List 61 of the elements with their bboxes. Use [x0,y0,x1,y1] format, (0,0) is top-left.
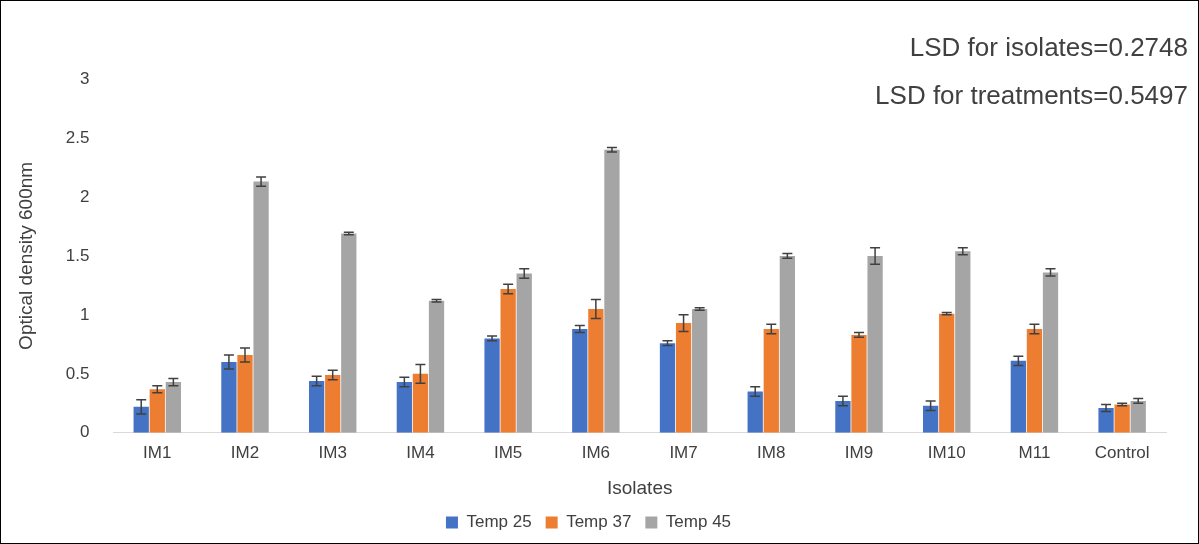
x-tick-label: IM6 [581,442,611,462]
bar [516,273,532,433]
annotation: LSD for treatments=0.5497 [875,80,1188,111]
bar [1130,400,1146,433]
bar [955,251,971,433]
bar [588,308,604,433]
bar [484,338,500,433]
bar [1010,360,1026,433]
y-axis-title: Optical density 600nm [14,161,36,350]
bar [309,380,325,433]
x-tick-label: IM3 [318,442,347,462]
x-tick-label: IM9 [844,442,874,462]
bar [923,405,939,433]
bar [149,389,165,433]
bar [428,300,445,433]
bar [692,308,708,433]
y-tick-label: 1.5 [65,245,90,265]
bar [572,329,588,433]
x-tick-label: Control [1094,442,1150,462]
x-tick-label: IM10 [927,442,966,462]
x-tick-label: IM8 [757,442,786,462]
bar [604,149,620,433]
x-tick-label: M11 [1018,442,1051,462]
legend-label: Temp 45 [665,512,732,532]
bar [851,334,867,433]
y-tick-label: 0.5 [65,363,90,383]
bar [1114,404,1130,433]
x-tick-label: IM5 [493,442,523,462]
bar [500,288,516,433]
bar [165,382,182,433]
y-tick-label: 2 [79,186,90,206]
bar [659,343,676,433]
y-tick-label: 1 [79,304,90,324]
bar [325,375,341,433]
y-tick-label: 3 [79,68,90,88]
bar [253,181,269,433]
bar [396,382,412,433]
x-tick-label: IM4 [406,442,435,462]
text: LSD for isolates=0.2748 [909,32,1188,63]
bar [341,233,357,433]
bar [1098,408,1114,433]
bar [237,354,253,433]
bar [835,400,851,433]
bar [221,362,237,433]
x-tick-label: IM7 [669,442,698,462]
x-tick-label: IM2 [230,442,260,462]
y-tick-label: 2.5 [65,127,90,147]
bar [412,373,429,433]
bar [1042,272,1059,433]
bar [779,255,796,433]
legend-label: Temp 37 [566,512,632,532]
x-tick-label: IM1 [143,442,172,462]
x-axis-title: Isolates [606,476,673,498]
bar [939,313,955,433]
bar [867,255,883,433]
bar [747,391,763,433]
y-tick-label: 0 [79,422,90,442]
legend-label: Temp 25 [466,512,532,532]
bar [1026,329,1043,433]
bar [675,323,692,433]
bar [763,329,779,433]
